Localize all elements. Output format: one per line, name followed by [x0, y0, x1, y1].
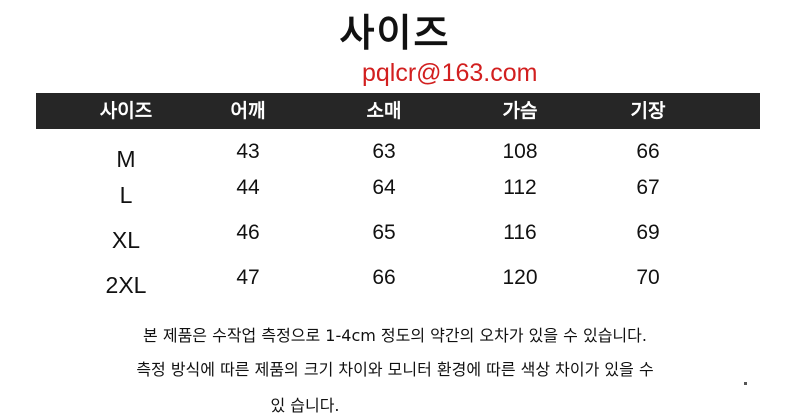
page-title: 사이즈 [339, 11, 451, 55]
table-header: 사이즈 어깨 소매 가슴 기장 [36, 93, 760, 129]
size-label: XL [111, 227, 141, 253]
table-cell: 46 [236, 221, 260, 244]
table-cell: 70 [636, 266, 660, 289]
header-shoulder: 어깨 [230, 100, 266, 122]
header-chest: 가슴 [502, 100, 538, 122]
table-cell: 65 [372, 221, 396, 244]
table-cell: 108 [502, 140, 538, 163]
note-line-1: 본 제품은 수작업 측정으로 1-4cm 정도의 약간의 오차가 있을 수 있습… [143, 326, 647, 345]
table-cell: 67 [636, 176, 660, 199]
table-cell: 66 [636, 140, 660, 163]
note-line-2: 측정 방식에 따른 제품의 크기 차이와 모니터 환경에 따른 색상 차이가 있… [136, 360, 654, 379]
table-cell: 112 [503, 176, 537, 199]
table-cell: 64 [372, 176, 396, 199]
table-cell: 47 [236, 266, 260, 289]
table-cell: 120 [502, 266, 538, 289]
header-sleeve: 소매 [366, 100, 402, 122]
watermark: pqlcr@163.com [362, 59, 538, 87]
table-cell: 63 [372, 140, 396, 163]
header-length: 기장 [630, 100, 666, 122]
table-cell: 116 [503, 221, 537, 244]
size-label: M [116, 146, 136, 172]
table-cell: 44 [236, 176, 260, 199]
table-cell: 69 [636, 221, 660, 244]
size-label: L [119, 182, 133, 208]
table-cell: 66 [372, 266, 396, 289]
stray-dot [744, 382, 747, 385]
header-size: 사이즈 [99, 100, 153, 122]
note-line-3: 있 습니다. [270, 396, 340, 415]
size-label: 2XL [105, 272, 147, 298]
table-cell: 43 [236, 140, 260, 163]
